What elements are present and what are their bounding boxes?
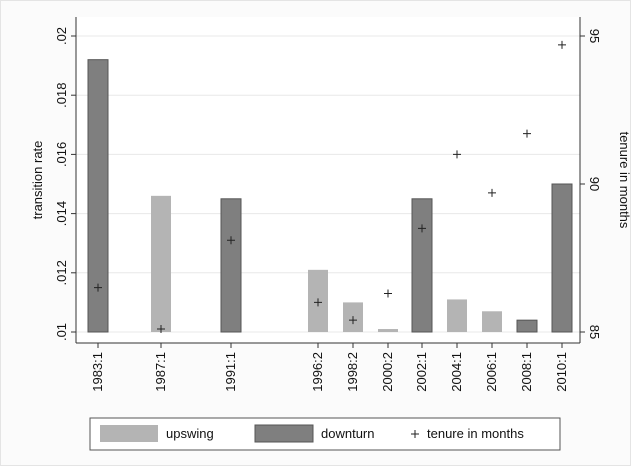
bar	[447, 299, 467, 332]
bar	[378, 329, 398, 332]
marker	[314, 298, 322, 307]
x-tick-label: 1987:1	[153, 352, 168, 392]
legend-label: tenure in months	[427, 426, 524, 441]
y-tick-label: .01	[54, 323, 69, 341]
bar	[411, 198, 433, 333]
bar	[151, 195, 171, 332]
y-tick-label: .012	[54, 260, 69, 285]
x-tick-label: 1983:1	[90, 352, 105, 392]
y2-tick-label: 90	[587, 177, 602, 191]
x-tick-label: 2008:1	[519, 352, 534, 392]
y-tick-label: .014	[54, 201, 69, 226]
marker	[227, 236, 235, 245]
marker	[94, 283, 102, 292]
bar	[516, 319, 538, 333]
legend-swatch	[411, 430, 419, 438]
y-axis-title: transition rate	[30, 141, 45, 220]
x-tick-label: 1996:2	[310, 352, 325, 392]
x-tick-label: 2000:2	[380, 352, 395, 392]
y-tick-label: .016	[54, 142, 69, 167]
x-tick-label: 2002:1	[414, 352, 429, 392]
marker	[418, 224, 426, 233]
bar	[220, 198, 242, 333]
y-tick-label: .02	[54, 27, 69, 45]
legend-label: upswing	[166, 426, 214, 441]
marker	[488, 188, 496, 197]
x-tick-label: 2004:1	[449, 352, 464, 392]
y2-axis-title: tenure in months	[617, 132, 631, 229]
bar	[551, 183, 573, 333]
legend-label: downturn	[321, 426, 374, 441]
legend	[89, 417, 561, 451]
x-tick-label: 2006:1	[484, 352, 499, 392]
marker	[453, 150, 461, 159]
legend-swatch	[100, 425, 158, 442]
y-tick-label: .018	[54, 83, 69, 108]
marker	[349, 316, 357, 325]
marker	[523, 129, 531, 138]
bar	[482, 311, 502, 332]
y2-tick-label: 95	[587, 29, 602, 43]
marker	[558, 40, 566, 49]
legend-swatch	[254, 424, 314, 443]
x-tick-label: 1998:2	[345, 352, 360, 392]
x-tick-label: 1991:1	[223, 352, 238, 392]
bar	[87, 59, 109, 333]
marker	[157, 325, 165, 334]
x-tick-label: 2010:1	[554, 352, 569, 392]
marker	[384, 289, 392, 298]
y2-tick-label: 85	[587, 325, 602, 339]
